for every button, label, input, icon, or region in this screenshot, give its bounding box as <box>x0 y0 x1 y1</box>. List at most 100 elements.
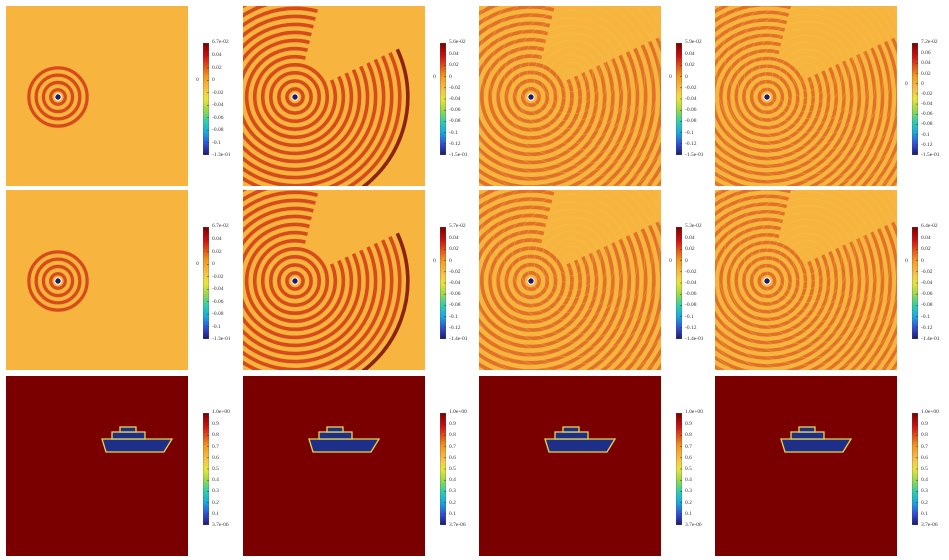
interference-ring <box>489 6 653 159</box>
colorbar-tick-label: -0.04 <box>921 101 933 108</box>
wave-ring <box>715 41 823 153</box>
colorbar-tick-label: -0.06 <box>212 114 224 121</box>
colorbar-tick-label: 0.02 <box>212 248 222 255</box>
colorbar-zero-marker: 0 <box>196 261 199 268</box>
wave-ring <box>715 6 862 186</box>
colorbar: 7.2e-02 0.06 0.04 0.02 0 -0.02 -0.04 -0.06 -0.08… <box>905 39 939 160</box>
wave-field-plot <box>6 190 188 370</box>
interference-ring <box>715 190 897 366</box>
ship-indicator-plot <box>6 376 188 556</box>
colorbar-max-label: 1.0e+00 <box>921 409 939 415</box>
colorbar-tick-label: 0.9 <box>449 421 456 428</box>
interference-ring <box>563 253 579 269</box>
wave-ring <box>726 240 808 322</box>
wave-ring <box>479 29 599 165</box>
colorbar-tick-label: -0.06 <box>921 111 933 118</box>
wave-ring <box>479 190 661 370</box>
colorbar-tick-label: -0.1 <box>449 313 458 320</box>
interference-ring <box>758 212 856 310</box>
wave-ring <box>479 21 607 173</box>
ship-bridge <box>798 426 816 433</box>
wave-ring <box>479 13 615 181</box>
colorbar-tick-label: -0.12 <box>921 324 933 331</box>
wave-ring <box>504 254 558 308</box>
wave-ring <box>34 257 82 305</box>
interference-ring <box>526 32 616 122</box>
colorbar-min-label: -1.3e-01 <box>212 336 231 342</box>
interference-ring <box>730 190 884 338</box>
wave-field-plot <box>243 190 425 370</box>
colorbar-tick-label: 0.02 <box>685 62 695 69</box>
interference-ring <box>715 6 897 182</box>
interference-ring <box>716 6 897 168</box>
interference-ring <box>765 219 849 303</box>
wave-ring <box>252 54 338 140</box>
wave-ring <box>512 262 550 300</box>
interference-ring <box>496 190 646 336</box>
wave-ring <box>715 225 823 337</box>
colorbar-zero-marker: 0 <box>669 73 672 80</box>
colorbar-tick-label: 0.7 <box>921 443 928 450</box>
colorbar-max-label: 1.0e+00 <box>449 409 467 415</box>
wave-ring <box>715 190 862 370</box>
colorbar-tick-label: -0.1 <box>921 131 930 138</box>
colorbar-min-label: -1.4e-01 <box>685 336 704 342</box>
wave-field-plot <box>6 6 188 186</box>
wave-ring <box>757 271 777 291</box>
colorbar-tick-label: 0 <box>685 257 688 264</box>
colorbar-tick-label: 0.7 <box>685 443 692 450</box>
wave-ring <box>479 6 623 186</box>
colorbar-tick-label: 0 <box>212 77 215 84</box>
colorbar-tick-label: -0.06 <box>449 107 461 114</box>
interference-ring <box>799 253 815 269</box>
colorbar-tick-label: 0 <box>449 257 452 264</box>
ship-indicator-plot <box>479 376 661 556</box>
colorbar-tick-label: 0.8 <box>449 432 456 439</box>
wave-ring <box>260 246 330 316</box>
colorbar-tick-label: -0.04 <box>212 102 224 109</box>
interference-ring <box>504 194 638 328</box>
ship-cabin <box>318 431 353 440</box>
interference-ring <box>526 216 616 306</box>
wave-ring <box>715 190 897 370</box>
colorbar-tick-label: -0.06 <box>685 291 697 298</box>
wave-ring <box>734 248 800 314</box>
wave-field-plot <box>715 190 897 370</box>
interference-ring <box>555 245 587 277</box>
colorbar-tick-label: -0.08 <box>449 118 461 125</box>
ship-hull <box>780 438 853 453</box>
interference-ring <box>519 209 623 313</box>
interference-ring <box>479 6 661 174</box>
colorbar-min-label: -1.4e-01 <box>921 336 940 342</box>
wave-ring <box>269 255 321 307</box>
wave-ring <box>715 6 869 186</box>
colorbar-gradient <box>202 42 210 156</box>
colorbar-tick-label: -0.02 <box>212 273 224 280</box>
colorbar-tick-label: 0.2 <box>921 499 928 506</box>
interference-ring <box>737 7 877 147</box>
wave-field-plot <box>243 6 425 186</box>
wave-ring <box>243 38 354 156</box>
colorbar: 1.0e+00 0.9 0.8 0.7 0.6 0.5 0.4 0.3 0.2 0.1 3.7e-0… <box>439 409 467 530</box>
colorbar-min-label: 3.7e-06 <box>921 522 938 528</box>
wave-ring <box>244 46 346 148</box>
wave-ring <box>742 72 792 122</box>
ship-cabin <box>554 431 589 440</box>
colorbar-max-label: 6.7e-02 <box>212 39 229 45</box>
wave-ring <box>479 213 599 349</box>
colorbar-tick-label: 0.02 <box>685 246 695 253</box>
interference-ring <box>723 190 891 345</box>
interference-ring <box>511 17 631 137</box>
interference-ring <box>778 48 836 106</box>
colorbar: 6.7e-02 0.04 0.02 0 -0.02 -0.04 -0.06 -0.08 -0.1… <box>196 223 230 344</box>
colorbar-tick-label: 0.7 <box>449 443 456 450</box>
colorbar-tick-label: -0.04 <box>212 286 224 293</box>
colorbar-min-label: -1.5e-01 <box>921 152 940 158</box>
ship-cabin <box>111 431 146 440</box>
colorbar-tick-label: 0.04 <box>212 236 222 243</box>
colorbar-tick-label: -0.08 <box>449 302 461 309</box>
colorbar-max-label: 5.9e-02 <box>685 39 702 45</box>
colorbar: 5.9e-02 0.04 0.02 0 -0.02 -0.04 -0.06 -0.08 -0.1… <box>669 39 703 160</box>
wave-ring <box>742 256 792 306</box>
colorbar: 6.4e-02 0.04 0.02 0 -0.02 -0.04 -0.06 -0.08 -0.1… <box>905 223 939 344</box>
